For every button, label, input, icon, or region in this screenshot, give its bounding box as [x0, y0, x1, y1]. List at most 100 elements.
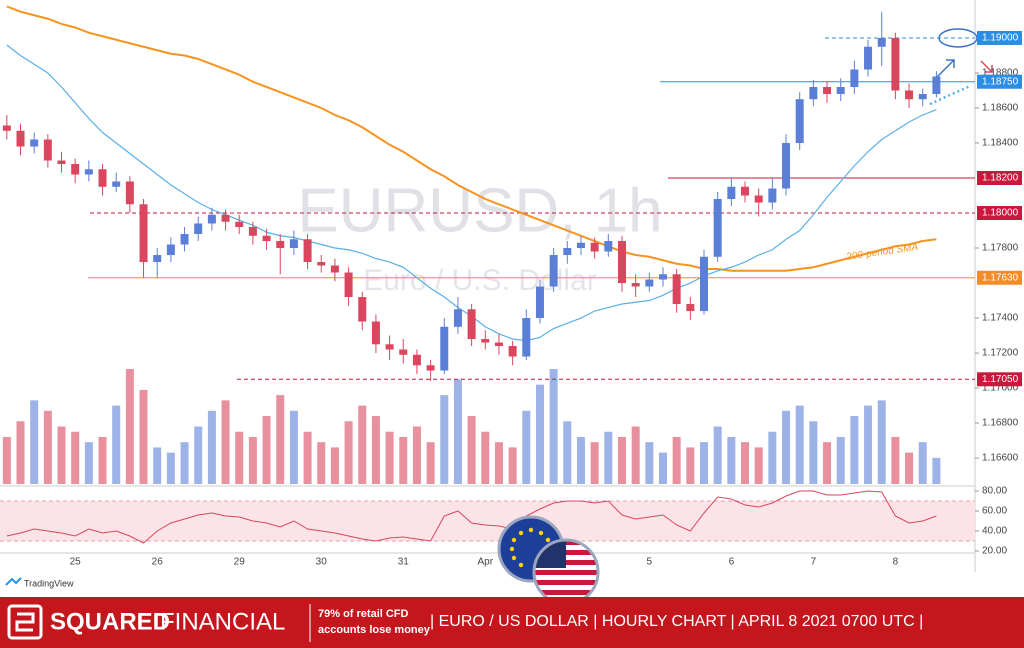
watermark-title: EURUSD, 1h [297, 176, 662, 245]
candle-body [371, 321, 380, 345]
candle-body [604, 241, 613, 252]
volume-bar [590, 442, 599, 484]
volume-bar [248, 436, 257, 484]
candle-body [248, 227, 257, 236]
candle-body [57, 160, 66, 165]
candle-body [836, 86, 845, 94]
volume-bar [918, 442, 927, 484]
volume-bar [453, 379, 462, 484]
volume-bar [358, 405, 367, 484]
logo-light: FINANCIAL [160, 608, 285, 635]
us-coin [534, 540, 598, 604]
y-tick-label: 1.17400 [982, 313, 1019, 324]
candle-body [344, 272, 353, 298]
x-tick-label: 6 [729, 557, 735, 568]
candle-body [741, 186, 750, 196]
volume-bar [180, 442, 189, 484]
volume-bar [262, 416, 271, 484]
volume-bar [672, 436, 681, 484]
volume-bar [481, 431, 490, 484]
candle-body [194, 223, 203, 235]
candle-body [754, 195, 763, 203]
candle-body [2, 125, 11, 131]
logo-bold: SQUARED [50, 608, 170, 635]
candle-body [891, 37, 900, 91]
volume-bar [71, 431, 80, 484]
candle-body [823, 86, 832, 94]
volume-bar [700, 442, 709, 484]
volume-bar [563, 421, 572, 484]
candle-body [590, 242, 599, 252]
x-tick-label: 8 [893, 557, 899, 568]
candle-body [631, 283, 640, 287]
volume-bar [371, 416, 380, 484]
candle-body [358, 297, 367, 322]
candle-body [932, 76, 941, 94]
volume-bar [741, 442, 750, 484]
x-tick-label: Apr [478, 557, 494, 568]
rsi-tick-label: 40.00 [982, 526, 1007, 537]
candle-body [700, 256, 709, 312]
y-tick-label: 1.17200 [982, 348, 1019, 359]
candle-body [426, 365, 435, 371]
candle-body [399, 349, 408, 355]
candle-body [330, 265, 339, 273]
rsi-tick-label: 20.00 [982, 546, 1007, 557]
candle-body [303, 239, 312, 263]
y-tick-label: 1.16800 [982, 418, 1019, 429]
volume-bar [754, 447, 763, 484]
candle-body [522, 318, 531, 357]
candle-body [98, 169, 107, 187]
rsi-line [6, 490, 937, 544]
volume-bar [508, 447, 517, 484]
volume-bar [891, 436, 900, 484]
volume-bar [57, 426, 66, 484]
y-tick-label: 1.17800 [982, 243, 1019, 254]
volume-bar [194, 426, 203, 484]
candle-body [385, 344, 394, 350]
volume-bar [686, 447, 695, 484]
y-tick-label: 1.17000 [982, 383, 1019, 394]
x-tick-label: 29 [234, 557, 246, 568]
x-tick-label: 26 [152, 557, 164, 568]
candle-body [645, 279, 654, 287]
price-tag-label: 1.18000 [982, 208, 1019, 219]
volume-bar [153, 447, 162, 484]
candle-body [672, 274, 681, 305]
volume-bar [823, 442, 832, 484]
caption: | EURO / US DOLLAR | HOURLY CHART | APRI… [430, 613, 923, 630]
candle-body [262, 235, 271, 242]
volume-bar [809, 421, 818, 484]
volume-bar [440, 395, 449, 484]
candle-body [84, 169, 93, 175]
candle-body [16, 130, 25, 147]
volume-bar [16, 421, 25, 484]
price-tag [977, 270, 1022, 285]
volume-bar [782, 410, 791, 484]
volume-bar [768, 431, 777, 484]
rsi-tick-label: 60.00 [982, 506, 1007, 517]
price-tag-label: 1.18750 [982, 76, 1019, 87]
price-tag-label: 1.19000 [982, 33, 1019, 44]
candle-body [276, 241, 285, 249]
candle-body [412, 354, 421, 366]
candle-body [71, 164, 80, 175]
volume-bar [317, 442, 326, 484]
price-tag [977, 206, 1022, 221]
risk-warning: 79% of retail CFD [318, 608, 409, 620]
volume-bar [522, 410, 531, 484]
volume-bar [535, 384, 544, 484]
candle-body [453, 309, 462, 327]
x-tick-label: 7 [811, 557, 817, 568]
volume-bar [235, 431, 244, 484]
volume-bar [2, 436, 11, 484]
volume-bar [576, 436, 585, 484]
volume-bar [426, 442, 435, 484]
candle-body [139, 204, 148, 263]
volume-bar [658, 452, 667, 484]
candle-body [494, 342, 503, 347]
candle-body [481, 339, 490, 343]
candle-body [864, 46, 873, 70]
